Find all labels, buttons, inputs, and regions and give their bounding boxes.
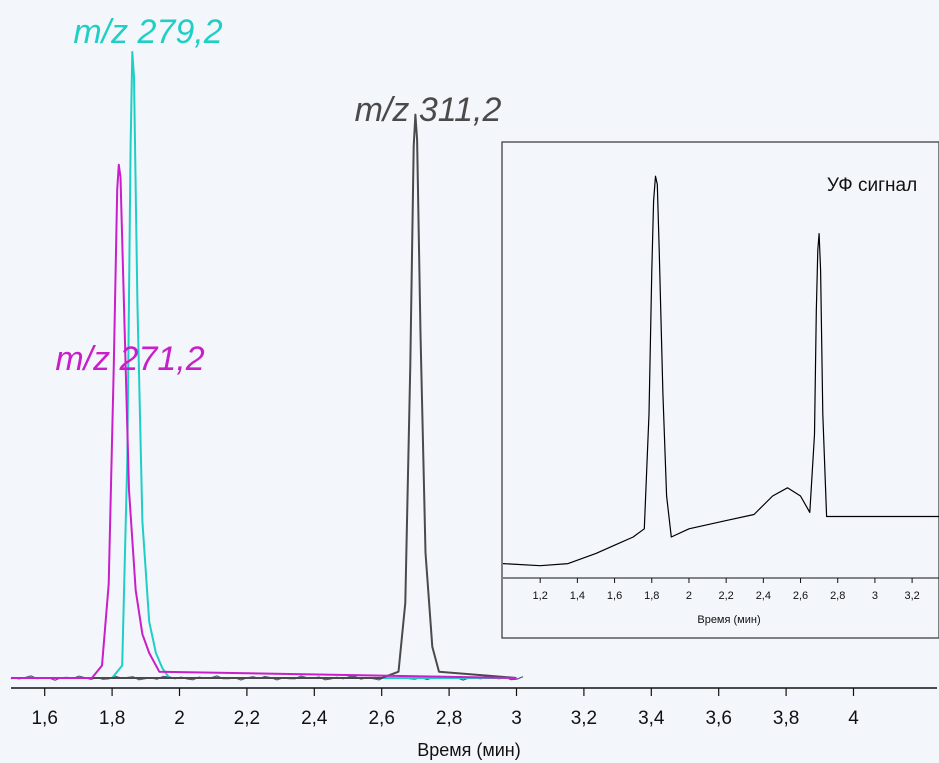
inset-x-tick-label: 2 (686, 590, 692, 602)
series-line (11, 163, 517, 679)
inset-title: УФ сигнал (827, 175, 917, 196)
x-axis-title: Время (мин) (417, 740, 521, 760)
x-tick-label: 2,4 (301, 708, 328, 729)
inset-x-axis-title: Время (мин) (697, 614, 760, 626)
series-line (11, 113, 517, 679)
main-chart: 1,6 1,8 2 2,2 2,4 2,6 2,8 3 3,2 3,4 3,6 3,8 4 Время (… (10, 13, 937, 760)
inset-x-tick-label: 2,4 (756, 590, 771, 602)
peak-label: m/z 311,2 (355, 91, 502, 129)
inset-series-line (502, 175, 939, 567)
x-tick-label: 1,6 (31, 708, 57, 729)
inset-x-tick-label: 2,6 (793, 590, 808, 602)
inset-x-tick-label: 3,2 (904, 590, 919, 602)
inset-x-tick-label: 2,2 (719, 590, 734, 602)
series-line (11, 51, 517, 679)
x-tick-label: 2 (174, 708, 185, 729)
x-tick-label: 4 (848, 708, 859, 729)
x-tick-label: 1,8 (99, 708, 125, 729)
inset-x-tick-label: 1,4 (570, 590, 585, 602)
inset-x-tick-label: 1,8 (644, 590, 659, 602)
x-tick-label: 3,4 (638, 708, 665, 729)
x-tick-label: 3,8 (773, 708, 799, 729)
inset-x-tick-label: 1,2 (533, 590, 548, 602)
x-tick-label: 3 (511, 708, 522, 729)
peak-label: m/z 271,2 (55, 340, 204, 378)
x-tick-label: 2,8 (436, 708, 462, 729)
inset-chart: 1,2 1,4 1,6 1,8 2 2,2 2,4 2,6 2,8 3 3,2 Время (мин)… (501, 141, 939, 639)
x-tick-label: 3,2 (571, 708, 597, 729)
x-tick-label: 2,2 (234, 708, 260, 729)
inset-x-tick-label: 3 (872, 590, 878, 602)
x-tick-label: 2,6 (368, 708, 394, 729)
peak-label: m/z 279,2 (73, 13, 222, 51)
inset-frame (501, 141, 939, 639)
inset-x-tick-label: 1,6 (607, 590, 622, 602)
x-tick-label: 3,6 (705, 708, 731, 729)
inset-x-tick-label: 2,8 (830, 590, 845, 602)
